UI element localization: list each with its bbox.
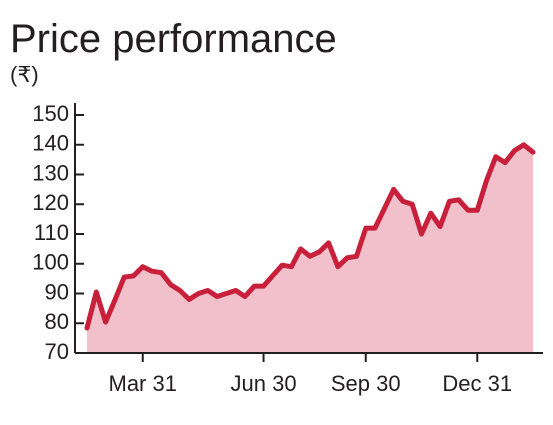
y-tick-label: 120 (32, 190, 69, 215)
area-fill (87, 144, 533, 353)
x-tick-label: Dec 31 (442, 371, 512, 396)
y-tick-label: 130 (32, 160, 69, 185)
y-tick-label: 110 (34, 220, 69, 245)
x-tick-label: Sep 30 (331, 371, 401, 396)
price-line (84, 142, 536, 331)
y-tick-label: 100 (32, 250, 69, 275)
x-tick-label: Mar 31 (109, 371, 177, 396)
y-tick-label: 80 (45, 309, 69, 334)
chart-subtitle: (₹) (10, 62, 39, 87)
y-tick-label: 140 (32, 131, 69, 156)
y-tick-label: 70 (45, 339, 69, 364)
y-tick-label: 150 (32, 101, 69, 126)
chart-title: Price performance (10, 17, 337, 61)
y-tick-label: 90 (45, 279, 69, 304)
x-tick-label: Jun 30 (231, 371, 297, 396)
